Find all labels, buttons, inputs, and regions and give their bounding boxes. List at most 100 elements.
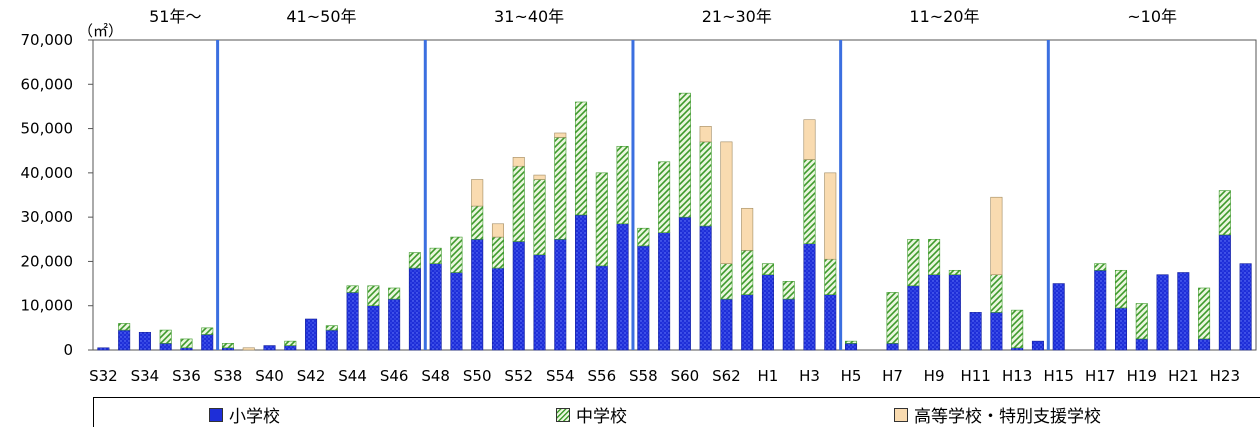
x-tick-label: S54 <box>546 367 575 385</box>
bar-high-school <box>512 157 525 167</box>
bar-elementary <box>1114 307 1128 351</box>
period-label: ~10年 <box>1127 7 1177 26</box>
bar-elementary <box>575 214 588 351</box>
bar-elementary <box>159 343 172 351</box>
x-tick-label: H11 <box>960 367 990 385</box>
x-tick-label: S36 <box>172 367 201 385</box>
bar-elementary <box>658 232 671 351</box>
bar-junior-high <box>907 238 920 287</box>
bar-elementary <box>782 298 795 351</box>
bar-junior-high <box>388 287 401 300</box>
y-tick-label: 30,000 <box>21 208 74 226</box>
x-tick-label: H21 <box>1168 367 1198 385</box>
x-tick-label: S60 <box>671 367 700 385</box>
bar-elementary <box>803 243 816 351</box>
bar-elementary <box>1156 274 1169 351</box>
x-tick-label: S46 <box>380 367 409 385</box>
bar-elementary <box>845 343 858 351</box>
x-tick-label: S34 <box>131 367 160 385</box>
legend-swatch-junior-high <box>556 407 570 422</box>
bar-junior-high <box>1135 303 1148 340</box>
axis-layer <box>88 39 1257 351</box>
bar-elementary <box>263 345 276 351</box>
bar-junior-high <box>367 285 380 307</box>
bar-junior-high <box>533 179 546 256</box>
x-tick-label: S38 <box>214 367 243 385</box>
period-label: 21~30年 <box>702 7 772 26</box>
x-tick-label: H7 <box>882 367 903 385</box>
x-tick-label: H9 <box>924 367 945 385</box>
bar-elementary <box>699 225 712 351</box>
y-tick-label: 60,000 <box>21 75 74 93</box>
x-tick-label: H1 <box>758 367 779 385</box>
bar-high-school <box>741 207 754 251</box>
bar-elementary <box>907 285 920 351</box>
bar-elementary <box>450 272 463 351</box>
y-tick-label: 20,000 <box>21 252 74 270</box>
bar-junior-high <box>845 340 858 344</box>
legend-label-high-school: 高等学校・特別支援学校 <box>914 407 1101 427</box>
bar-junior-high <box>720 263 733 300</box>
bar-elementary <box>138 331 151 351</box>
x-tick-label: S56 <box>588 367 617 385</box>
bar-junior-high <box>491 236 504 269</box>
y-tick-label: 0 <box>63 341 73 359</box>
bar-junior-high <box>948 269 961 276</box>
y-tick-label: 50,000 <box>21 120 74 138</box>
x-tick-label: S50 <box>463 367 492 385</box>
x-tick-label: S32 <box>89 367 118 385</box>
bar-junior-high <box>1094 263 1107 271</box>
bar-high-school <box>699 126 712 143</box>
x-tick-label: S44 <box>338 367 367 385</box>
bar-junior-high <box>1198 287 1211 340</box>
bar-elementary <box>741 294 754 351</box>
bar-junior-high <box>990 274 1003 313</box>
bar-elementary <box>201 334 214 351</box>
bar-junior-high <box>928 238 941 276</box>
x-tick-label: H23 <box>1210 367 1240 385</box>
bar-layer <box>97 92 1252 351</box>
bar-high-school <box>554 132 567 138</box>
legend-item-elementary: 小学校 <box>209 402 280 427</box>
bar-elementary <box>595 265 608 351</box>
x-tick-label: H15 <box>1044 367 1074 385</box>
bar-junior-high <box>201 327 214 335</box>
x-tick-label: H3 <box>799 367 820 385</box>
bar-elementary <box>1239 263 1252 351</box>
legend-item-junior-high: 中学校 <box>556 402 627 427</box>
bar-elementary <box>180 347 193 351</box>
bar-elementary <box>284 345 297 351</box>
x-tick-label: H17 <box>1085 367 1115 385</box>
bar-junior-high <box>159 329 172 344</box>
bar-elementary <box>1011 347 1024 351</box>
bar-elementary <box>1094 269 1107 351</box>
bar-junior-high <box>284 340 297 346</box>
period-dividers <box>216 40 1050 350</box>
bar-junior-high <box>1218 190 1231 236</box>
x-tick-label: H13 <box>1002 367 1032 385</box>
bar-junior-high <box>678 92 691 218</box>
bar-junior-high <box>658 161 671 233</box>
bar-elementary <box>1031 340 1044 351</box>
bar-junior-high <box>325 325 338 331</box>
bar-elementary <box>118 329 131 351</box>
y-tick-label: 70,000 <box>21 31 74 49</box>
y-tick-label: 10,000 <box>21 297 74 315</box>
period-label: 41~50年 <box>286 7 356 26</box>
bar-junior-high <box>699 141 712 227</box>
bar-junior-high <box>554 137 567 240</box>
bar-elementary <box>990 312 1003 351</box>
bar-junior-high <box>782 281 795 300</box>
bar-elementary <box>761 274 774 351</box>
bar-junior-high <box>118 323 131 331</box>
label-layer: 0 10,000 20,000 30,000 40,000 50,000 60,000 70,… <box>21 7 1241 385</box>
bar-elementary <box>824 294 837 351</box>
bar-high-school <box>471 179 484 207</box>
y-tick-label: 40,000 <box>21 164 74 182</box>
bar-junior-high <box>803 159 816 245</box>
bar-elementary <box>305 318 318 351</box>
bar-junior-high <box>1114 269 1128 309</box>
bar-elementary <box>388 298 401 351</box>
x-tick-label: S58 <box>629 367 658 385</box>
